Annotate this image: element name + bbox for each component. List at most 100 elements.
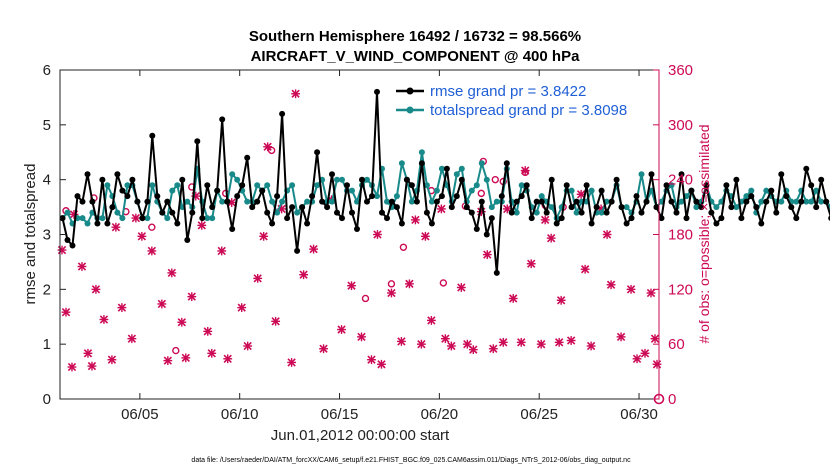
- rmse-point: [194, 138, 201, 145]
- obs-assimilated-point: [387, 288, 396, 298]
- obs-assimilated-point: [436, 204, 446, 214]
- obs-assimilated-point: [87, 361, 97, 371]
- obs-assimilated-point: [416, 339, 426, 349]
- rmse-point: [623, 220, 630, 227]
- rmse-point: [763, 198, 770, 205]
- obs-assimilated-point: [187, 292, 197, 302]
- x-tick-label: 06/30: [620, 406, 658, 423]
- rmse-point: [129, 176, 136, 183]
- y-right-tick-label: 60: [668, 336, 685, 353]
- obs-assimilated-point: [456, 283, 466, 292]
- obs-count-layer: [57, 89, 665, 405]
- rmse-point: [393, 204, 400, 211]
- y-tick-label: 1: [43, 336, 51, 353]
- obs-assimilated-point: [147, 246, 157, 256]
- totalspread-point: [438, 165, 445, 172]
- obs-assimilated-point: [540, 215, 550, 225]
- obs-assimilated-point: [650, 334, 660, 344]
- rmse-point: [309, 193, 316, 200]
- totalspread-point: [209, 215, 216, 222]
- rmse-point: [683, 215, 690, 222]
- totalspread-point: [84, 220, 91, 227]
- obs-assimilated-point: [580, 264, 590, 274]
- obs-possible-point: [387, 280, 396, 288]
- obs-assimilated-point: [291, 89, 301, 99]
- rmse-point: [503, 160, 510, 167]
- totalspread-point: [678, 198, 685, 205]
- rmse-point: [388, 198, 395, 205]
- rmse-point: [408, 182, 415, 189]
- rmse-point: [254, 198, 261, 205]
- rmse-point: [583, 182, 590, 189]
- totalspread-point: [229, 171, 236, 178]
- obs-assimilated-point: [411, 215, 420, 225]
- data-file-footer: data file: /Users/raeder/DAI/ATM_forcXX/…: [191, 457, 631, 464]
- totalspread-point: [279, 198, 286, 205]
- obs-possible-point: [477, 189, 485, 198]
- rmse-point: [79, 198, 86, 205]
- totalspread-point: [588, 187, 595, 194]
- rmse-point: [219, 116, 226, 123]
- totalspread-point: [364, 176, 370, 183]
- obs-assimilated-point: [207, 348, 217, 358]
- rmse-point: [768, 187, 775, 194]
- y-axis-right-label: # of obs: o=possible; ×=assimilated: [696, 124, 712, 343]
- obs-assimilated-point: [117, 303, 127, 313]
- obs-assimilated-point: [181, 353, 191, 363]
- chart-title-line1: Southern Hemisphere 16492 / 16732 = 98.5…: [249, 28, 581, 45]
- y-tick-label: 6: [43, 62, 51, 79]
- obs-assimilated-point: [357, 332, 366, 342]
- rmse-point: [453, 193, 460, 200]
- obs-assimilated-point: [319, 344, 328, 354]
- obs-assimilated-point: [440, 334, 450, 344]
- rmse-point: [384, 215, 390, 222]
- totalspread-point: [478, 160, 485, 167]
- obs-assimilated-point: [347, 281, 356, 291]
- rmse-point: [294, 247, 301, 254]
- rmse-point: [778, 171, 785, 178]
- obs-possible-point: [399, 243, 408, 251]
- totalspread-point: [169, 187, 176, 194]
- obs-assimilated-point: [203, 326, 213, 336]
- obs-assimilated-point: [367, 355, 376, 365]
- rmse-point: [69, 242, 76, 249]
- totalspread-point: [334, 176, 340, 183]
- obs-possible-point: [148, 223, 156, 231]
- rmse-point: [104, 220, 111, 227]
- rmse-point: [334, 209, 340, 216]
- rmse-point: [608, 198, 615, 205]
- rmse-point: [139, 215, 146, 222]
- totalspread-point: [289, 182, 296, 189]
- rmse-point: [159, 209, 166, 216]
- rmse-point: [753, 204, 760, 211]
- totalspread-point: [184, 198, 191, 205]
- y-tick-label: 2: [43, 281, 51, 298]
- rmse-point: [653, 204, 660, 211]
- rmse-point: [563, 182, 570, 189]
- x-axis-label: Jun.01,2012 00:00:00 start: [271, 427, 450, 444]
- rmse-point: [668, 198, 675, 205]
- rmse-point: [648, 171, 655, 178]
- rmse-point: [568, 204, 575, 211]
- rmse-point: [473, 226, 480, 232]
- totalspread-point: [269, 198, 276, 205]
- obs-assimilated-point: [163, 356, 173, 366]
- obs-assimilated-point: [606, 280, 616, 290]
- rmse-point: [304, 220, 311, 227]
- x-tick-label: 06/25: [520, 406, 558, 423]
- rmse-point: [643, 198, 650, 205]
- rmse-point: [269, 220, 276, 227]
- rmse-point: [723, 182, 730, 189]
- legend-rmse-label: rmse grand pr = 3.8422: [430, 83, 586, 100]
- totalspread-point: [538, 193, 545, 200]
- totalspread-point: [408, 198, 415, 205]
- rmse-point: [174, 220, 181, 227]
- obs-assimilated-point: [137, 231, 147, 241]
- rmse-point: [798, 198, 805, 205]
- totalspread-point: [234, 176, 241, 183]
- rmse-point: [169, 209, 176, 216]
- obs-assimilated-point: [77, 262, 87, 271]
- obs-possible-point: [361, 294, 370, 303]
- y-tick-label: 4: [43, 172, 51, 189]
- totalspread-point: [493, 198, 500, 205]
